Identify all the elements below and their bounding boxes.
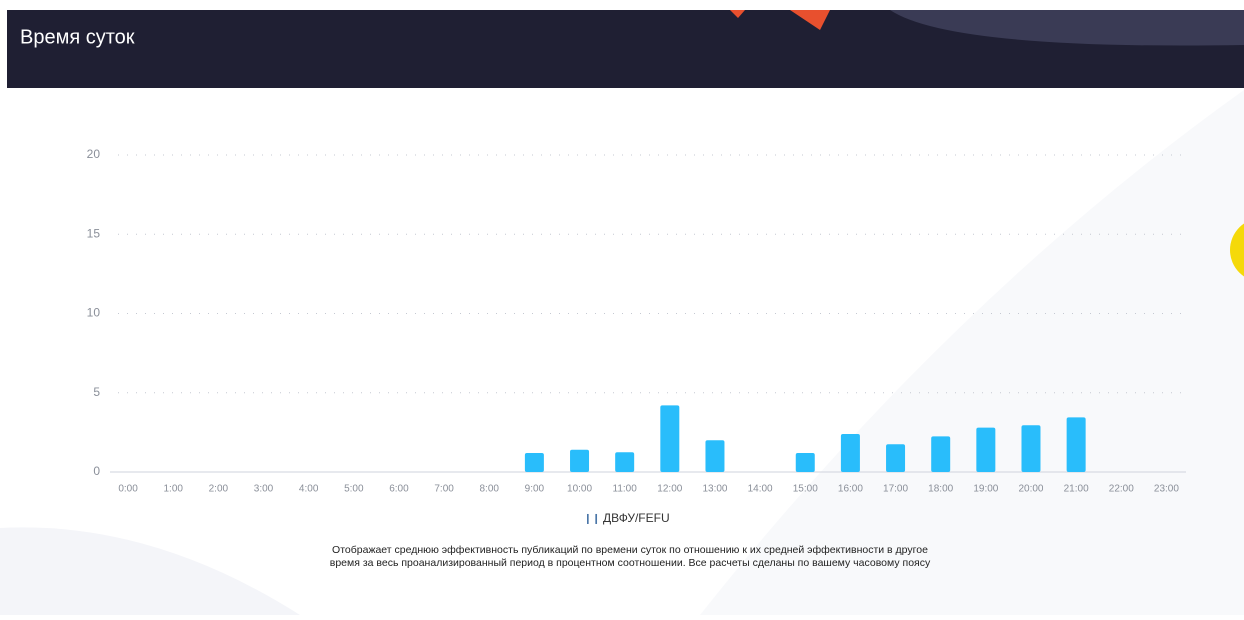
x-tick-label: 4:00	[299, 484, 319, 495]
x-tick-label: 23:00	[1154, 484, 1179, 495]
bar	[1066, 417, 1086, 472]
bar	[1021, 425, 1041, 472]
x-tick-label: 11:00	[613, 484, 638, 495]
decor-shape	[730, 10, 745, 18]
x-tick-label: 15:00	[793, 484, 818, 495]
x-tick-label: 22:00	[1109, 484, 1134, 495]
x-tick-label: 0:00	[118, 484, 138, 495]
x-tick-label: 13:00	[702, 484, 727, 495]
x-tick-label: 21:00	[1064, 484, 1089, 495]
bar	[660, 405, 680, 472]
bar	[524, 452, 544, 472]
decor-shape	[700, 90, 1244, 615]
y-tick-label: 10	[87, 306, 101, 320]
x-tick-label: 9:00	[525, 484, 545, 495]
y-tick-label: 0	[93, 464, 100, 478]
x-tick-label: 12:00	[657, 484, 682, 495]
bar	[570, 449, 590, 472]
bar	[931, 436, 951, 472]
bar	[976, 427, 996, 472]
x-tick-label: 3:00	[254, 484, 274, 495]
page-title: Время суток	[20, 26, 135, 48]
decor-shape	[790, 10, 830, 30]
bar	[705, 440, 725, 472]
bar	[795, 452, 815, 472]
x-tick-label: 17:00	[883, 484, 908, 495]
x-tick-label: 18:00	[928, 484, 953, 495]
y-tick-label: 15	[87, 226, 101, 240]
bar	[840, 433, 860, 472]
decor-circle	[1230, 223, 1244, 277]
x-tick-label: 20:00	[1018, 484, 1043, 495]
x-tick-label: 19:00	[973, 484, 998, 495]
x-tick-label: 5:00	[344, 484, 364, 495]
x-tick-label: 8:00	[480, 484, 500, 495]
caption-line: время за весь проанализированный период …	[330, 557, 931, 569]
x-tick-label: 1:00	[163, 484, 183, 495]
decor-shape	[890, 10, 1244, 46]
x-tick-label: 7:00	[434, 484, 454, 495]
legend-icon: ❙❙	[584, 514, 601, 525]
y-tick-label: 5	[93, 385, 100, 399]
caption-line: Отображает среднюю эффективность публика…	[332, 544, 928, 556]
x-tick-label: 10:00	[567, 484, 592, 495]
y-tick-label: 20	[87, 147, 101, 161]
x-tick-label: 2:00	[209, 484, 229, 495]
x-tick-label: 16:00	[838, 484, 863, 495]
x-tick-label: 14:00	[748, 484, 773, 495]
decor-shape	[0, 527, 300, 615]
bar	[615, 452, 635, 472]
bar	[886, 444, 906, 472]
legend-label: ДВФУ/FEFU	[603, 511, 670, 525]
x-tick-label: 6:00	[389, 484, 409, 495]
